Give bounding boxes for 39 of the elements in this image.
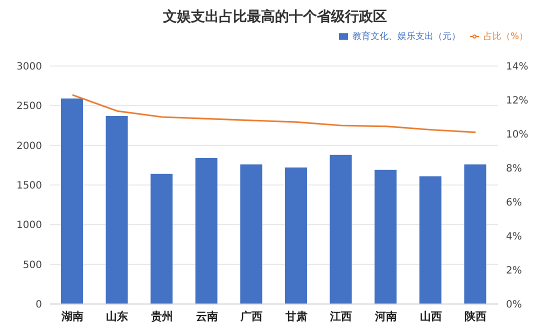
x-tick-label: 云南: [196, 310, 218, 323]
bar: [464, 164, 486, 304]
bar: [150, 174, 173, 304]
bar: [240, 164, 262, 304]
y-tick-label: 1500: [16, 180, 42, 192]
bar: [61, 98, 83, 304]
y-tick-label: 2500: [16, 101, 42, 112]
y2-tick-label: 12%: [506, 96, 528, 107]
y-tick-label: 3000: [16, 62, 42, 73]
bar: [285, 168, 307, 304]
y2-tick-label: 10%: [506, 130, 528, 141]
bar: [330, 154, 352, 304]
x-tick-label: 江西: [329, 310, 352, 323]
y-tick-label: 0: [36, 300, 42, 311]
legend-label: 教育文化、娱乐支出（元）: [352, 32, 460, 42]
bar: [106, 116, 128, 304]
x-tick-label: 河南: [374, 310, 397, 323]
bar: [195, 158, 218, 304]
y2-tick-label: 2%: [506, 266, 522, 277]
y2-tick-label: 4%: [506, 232, 522, 243]
y-tick-label: 1000: [16, 220, 42, 232]
chart-title: 文娱支出占比最高的十个省级行政区: [162, 8, 388, 27]
bar: [419, 176, 442, 304]
x-tick-label: 广西: [240, 310, 263, 323]
bar: [374, 170, 397, 304]
y2-tick-label: 6%: [506, 198, 522, 209]
y-tick-label: 500: [22, 260, 42, 271]
y2-tick-label: 14%: [506, 62, 528, 73]
x-tick-label: 山东: [106, 310, 128, 323]
legend-label: 占比（%）: [483, 32, 528, 42]
x-tick-label: 陕西: [464, 310, 487, 323]
y2-tick-label: 0%: [506, 300, 522, 311]
y2-tick-label: 8%: [506, 164, 522, 175]
x-tick-label: 山西: [420, 310, 442, 323]
line-series: [72, 94, 476, 134]
y-tick-label: 2000: [16, 140, 42, 152]
x-tick-label: 贵州: [150, 310, 173, 323]
x-tick-label: 甘肃: [284, 310, 308, 323]
x-tick-label: 湖南: [60, 310, 84, 323]
